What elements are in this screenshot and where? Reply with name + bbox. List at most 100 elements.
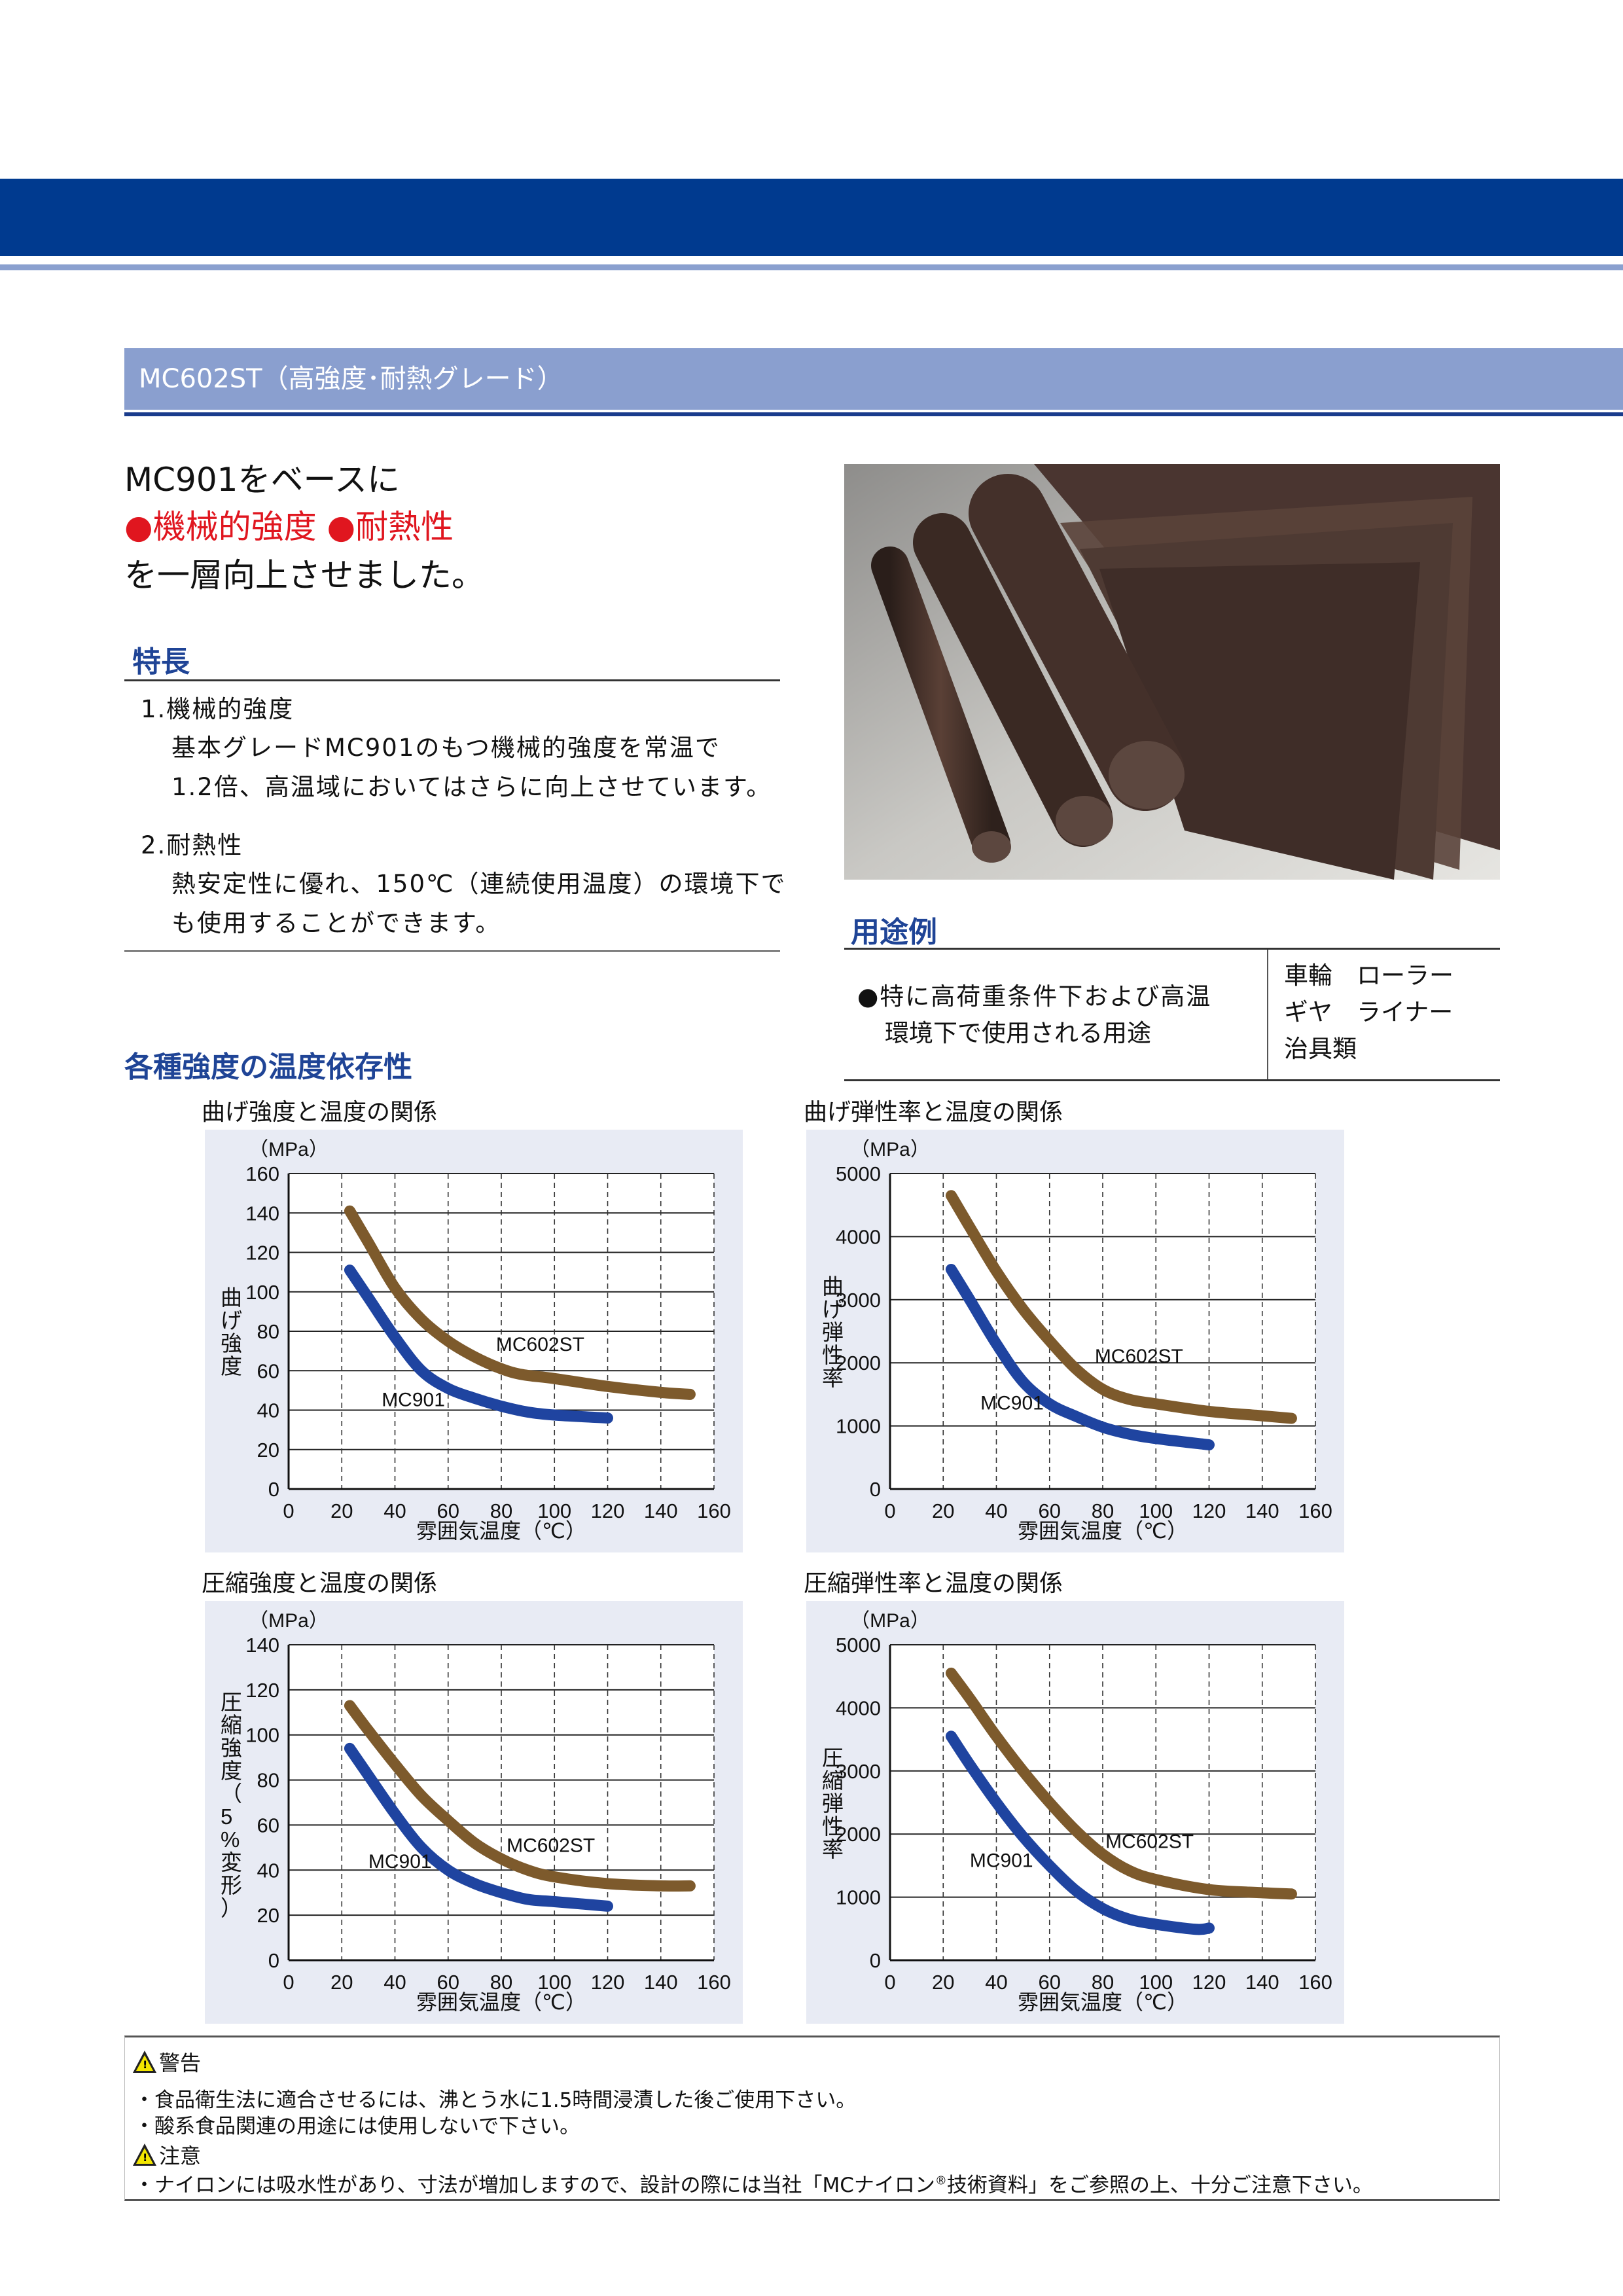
x-tick-label: 0 (884, 1499, 895, 1522)
applications-description-line: 環境下で使用される用途 (885, 1019, 1151, 1047)
chart-title: 曲げ弾性率と温度の関係 (804, 1099, 1063, 1126)
x-tick-label: 100 (537, 1499, 571, 1522)
x-tick-label: 20 (932, 1499, 954, 1522)
y-tick-label: 140 (245, 1634, 279, 1657)
caution-triangle-icon: ! (133, 2144, 156, 2166)
x-tick-label: 80 (490, 1971, 512, 1994)
y-tick-label: 80 (257, 1769, 279, 1792)
series-label: MC901 (382, 1389, 445, 1410)
series-label: MC901 (368, 1851, 432, 1873)
x-axis-title: 雰囲気温度（℃） (416, 1990, 586, 2014)
y-axis-title-char: 強 (221, 1736, 242, 1760)
header-stripe (0, 264, 1623, 270)
series-label: MC602ST (496, 1334, 584, 1355)
y-axis-title-char: げ (221, 1308, 242, 1333)
x-tick-label: 60 (1039, 1971, 1061, 1994)
y-axis-title: 曲げ強度 (221, 1285, 242, 1378)
series-line-mc901 (344, 1742, 613, 1912)
warning-line: ・食品衛生法に適合させるには、沸とう水に1.5時間浸漬した後ご使用下さい。 (134, 2089, 857, 2112)
applications-examples: 車輪 ローラー ギヤ ライナー 治具類 (1284, 958, 1454, 1067)
feature-2-text: も使用することができます。 (171, 909, 501, 937)
x-tick-label: 140 (1245, 1971, 1279, 1994)
y-unit-label: （MPa） (249, 1610, 329, 1632)
feature-1-text: 基本グレードMC901のもつ機械的強度を常温で (171, 734, 721, 762)
y-axis-title-char: 曲 (221, 1285, 242, 1310)
y-tick-label: 4000 (836, 1225, 881, 1248)
caution-title: 注意 (159, 2144, 202, 2168)
chart-svg: 0 20 40 60 80 100 120 140 160 0 20 40 60 80 100 120 140 1… (221, 1139, 731, 1543)
x-tick-label: 20 (330, 1499, 353, 1522)
y-axis-title-char: 性 (822, 1343, 844, 1367)
y-tick-label: 0 (870, 1949, 881, 1972)
y-tick-label: 2000 (836, 1823, 881, 1846)
applications-divider (1267, 950, 1268, 1079)
y-axis-title-char: 曲 (822, 1274, 844, 1299)
section-rule (124, 412, 1623, 416)
rod-large (969, 474, 1185, 811)
y-axis-title-char: 縮 (221, 1713, 242, 1737)
x-tick-label: 140 (644, 1499, 678, 1522)
flexural-modulus-chart: 0 1000 2000 3000 4000 5000 0 20 40 60 80 100 120 140 1… (806, 1130, 1344, 1552)
y-tick-label: 1000 (836, 1886, 881, 1909)
y-tick-label: 160 (245, 1162, 279, 1185)
headline-highlights: ●機械的強度 ●耐熱性 (124, 507, 454, 547)
y-axis-title-char: 変 (221, 1850, 242, 1874)
chart-title: 圧縮弾性率と温度の関係 (804, 1570, 1063, 1597)
series-label: MC602ST (507, 1835, 595, 1857)
chart-title: 曲げ強度と温度の関係 (202, 1099, 438, 1126)
x-tick-label: 40 (383, 1499, 406, 1522)
y-tick-label: 5000 (836, 1634, 881, 1657)
y-tick-label: 40 (257, 1859, 279, 1882)
features-rule (124, 679, 780, 681)
applications-top-rule (844, 948, 1500, 950)
x-tick-label: 0 (283, 1971, 294, 1994)
x-tick-label: 20 (932, 1971, 954, 1994)
y-tick-label: 5000 (836, 1162, 881, 1185)
y-axis-title-char: 圧 (822, 1746, 844, 1770)
warning-title: 警告 (159, 2051, 202, 2075)
applications-bottom-rule (844, 1079, 1500, 1081)
series-line-mc901 (945, 1264, 1215, 1451)
y-tick-label: 3000 (836, 1760, 881, 1783)
y-tick-label: 100 (245, 1281, 279, 1304)
x-tick-label: 140 (1245, 1499, 1279, 1522)
x-tick-label: 100 (1139, 1499, 1173, 1522)
y-axis-title-char: ） (221, 1896, 242, 1920)
y-axis-title: 曲げ弾性率 (822, 1274, 844, 1390)
warning-triangle-icon: ! (133, 2051, 156, 2073)
y-tick-label: 20 (257, 1904, 279, 1927)
y-tick-label: 40 (257, 1399, 279, 1422)
x-tick-label: 100 (537, 1971, 571, 1994)
y-tick-label: 0 (268, 1949, 279, 1972)
y-tick-label: 120 (245, 1242, 279, 1265)
y-axis-title-char: % (221, 1827, 240, 1852)
y-tick-label: 0 (870, 1478, 881, 1501)
product-photo (844, 464, 1500, 880)
x-axis-title: 雰囲気温度（℃） (416, 1519, 586, 1543)
applications-description-line: ●特に高荷重条件下および高温 (857, 982, 1212, 1011)
compressive-modulus-chart: 0 1000 2000 3000 4000 5000 0 20 40 60 80 100 120 140 1… (806, 1601, 1344, 2024)
feature-1-text: 1.2倍、高温域においてはさらに向上させています。 (171, 773, 772, 801)
y-axis-title-char: 形 (221, 1873, 242, 1897)
caution-line: ・ナイロンには吸水性があり、寸法が増加しますので、設計の際には当社「MCナイロン… (134, 2168, 1373, 2198)
y-tick-label: 1000 (836, 1415, 881, 1438)
x-tick-label: 80 (1092, 1499, 1114, 1522)
features-bottom-rule (124, 950, 780, 952)
x-tick-label: 40 (383, 1971, 406, 1994)
series-label: MC901 (980, 1393, 1044, 1414)
series-line-mc602st (344, 1205, 696, 1400)
applications-description: ●特に高荷重条件下および高温 環境下で使用される用途 (857, 978, 1211, 1052)
y-unit-label: （MPa） (850, 1139, 930, 1160)
x-tick-label: 0 (283, 1499, 294, 1522)
x-tick-label: 120 (591, 1499, 625, 1522)
application-example: 治具類 (1284, 1035, 1357, 1063)
rod-medium (913, 513, 1113, 847)
caution-text: 技術資料」をご参照の上、十分ご注意下さい。 (946, 2174, 1373, 2197)
y-axis-title: 圧縮弾性率 (822, 1746, 844, 1861)
warning-line: ・酸系食品関連の用途には使用しないで下さい。 (134, 2115, 580, 2138)
x-axis-title: 雰囲気温度（℃） (1018, 1990, 1188, 2014)
x-tick-label: 160 (697, 1971, 731, 1994)
rod-small (871, 547, 1010, 863)
series-label: MC901 (970, 1850, 1033, 1871)
x-tick-label: 80 (490, 1499, 512, 1522)
